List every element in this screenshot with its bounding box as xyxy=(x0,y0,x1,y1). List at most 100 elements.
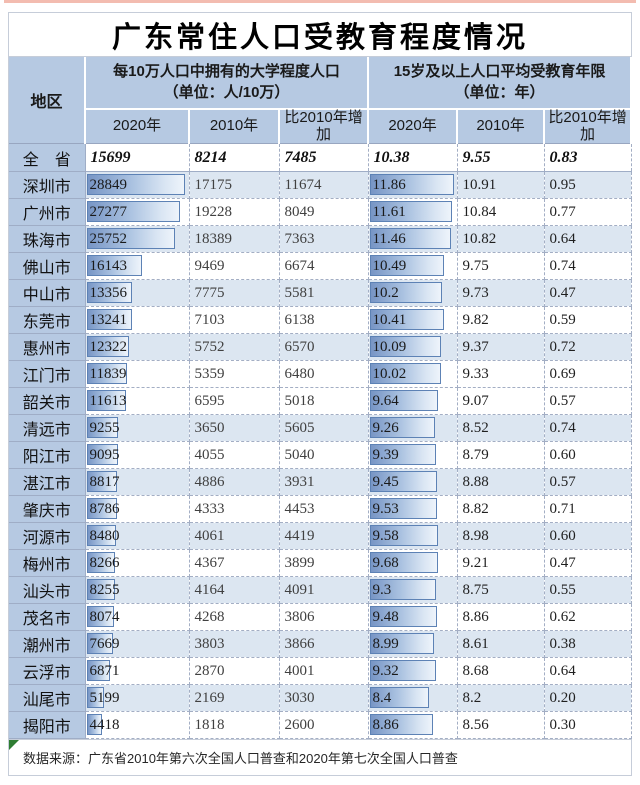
group-header-years-line1: 15岁及以上人口平均受教育年限 xyxy=(393,63,606,81)
years-data-bar xyxy=(369,174,454,195)
college-2020-cell: 27277 xyxy=(85,198,190,226)
group-header-years: 15岁及以上人口平均受教育年限 （单位：年） xyxy=(367,57,633,110)
years-2010-cell: 10.84 xyxy=(457,198,545,226)
college-2010-cell: 4055 xyxy=(189,441,280,469)
years-2020-value: 9.26 xyxy=(372,419,399,436)
college-2020-cell: 16143 xyxy=(85,252,190,280)
years-2020-cell: 9.3 xyxy=(368,576,458,604)
years-increase-cell: 0.57 xyxy=(544,387,632,415)
college-2020-cell: 8255 xyxy=(85,576,190,604)
table-frame: 广东常住人口受教育程度情况 地区 每10万人口中拥有的大学程度人口 （单位：人/… xyxy=(8,12,633,776)
years-2010-cell: 9.73 xyxy=(457,279,545,307)
region-cell: 珠海市 xyxy=(9,225,86,253)
years-increase-cell: 0.74 xyxy=(544,414,632,442)
college-data-bar xyxy=(86,390,127,411)
college-data-bar xyxy=(86,309,132,330)
college-2010-cell: 7103 xyxy=(189,306,280,334)
years-increase-cell: 0.71 xyxy=(544,495,632,523)
college-2010-cell: 6595 xyxy=(189,387,280,415)
college-2020-cell: 8266 xyxy=(85,549,190,577)
years-data-bar xyxy=(369,687,430,708)
years-increase-cell: 0.60 xyxy=(544,522,632,550)
college-2020-cell: 13241 xyxy=(85,306,190,334)
college-increase-cell: 5040 xyxy=(279,441,369,469)
college-increase-cell: 2600 xyxy=(279,711,369,739)
years-2010-cell: 8.52 xyxy=(457,414,545,442)
college-increase-cell: 11674 xyxy=(279,171,369,199)
college-2020-cell: 8480 xyxy=(85,522,190,550)
college-data-bar xyxy=(86,444,118,465)
years-2010-cell: 9.82 xyxy=(457,306,545,334)
years-data-bar xyxy=(369,606,438,627)
total-college-2020-cell: 15699 xyxy=(85,143,190,172)
years-data-bar xyxy=(369,660,436,681)
college-2020-value: 8480 xyxy=(89,527,120,544)
college-2020-cell: 11839 xyxy=(85,360,190,388)
table-row: 韶关市 11613 6595 5018 9.64 9.07 0.57 xyxy=(9,387,632,415)
region-cell: 中山市 xyxy=(9,279,86,307)
college-2010-cell: 4164 xyxy=(189,576,280,604)
years-2010-cell: 8.79 xyxy=(457,441,545,469)
college-2020-value: 13241 xyxy=(89,311,128,328)
years-2010-cell: 9.75 xyxy=(457,252,545,280)
years-2020-cell: 8.4 xyxy=(368,684,458,712)
college-2020-cell: 7669 xyxy=(85,630,190,658)
years-2020-cell: 9.45 xyxy=(368,468,458,496)
table-row: 汕尾市 5199 2169 3030 8.4 8.2 0.20 xyxy=(9,684,632,712)
years-data-bar xyxy=(369,228,452,249)
region-cell: 韶关市 xyxy=(9,387,86,415)
college-2020-value: 25752 xyxy=(89,230,128,247)
college-2020-value: 4418 xyxy=(89,716,120,733)
table-row: 江门市 11839 5359 6480 10.02 9.33 0.69 xyxy=(9,360,632,388)
college-increase-cell: 3931 xyxy=(279,468,369,496)
years-increase-cell: 0.57 xyxy=(544,468,632,496)
region-cell: 河源市 xyxy=(9,522,86,550)
sub-header-years-2010: 2010年 xyxy=(456,108,546,144)
college-2010-cell: 7775 xyxy=(189,279,280,307)
table-row: 深圳市 28849 17175 11674 11.86 10.91 0.95 xyxy=(9,171,632,199)
region-cell: 汕尾市 xyxy=(9,684,86,712)
college-2020-cell: 11613 xyxy=(85,387,190,415)
college-2010-cell: 4333 xyxy=(189,495,280,523)
table-row: 梅州市 8266 4367 3899 9.68 9.21 0.47 xyxy=(9,549,632,577)
region-cell: 江门市 xyxy=(9,360,86,388)
college-2020-value: 8255 xyxy=(89,581,120,598)
corner-flag-icon xyxy=(9,740,19,750)
region-cell: 肇庆市 xyxy=(9,495,86,523)
years-increase-cell: 0.38 xyxy=(544,630,632,658)
years-data-bar xyxy=(369,525,438,546)
years-increase-cell: 0.77 xyxy=(544,198,632,226)
college-increase-cell: 8049 xyxy=(279,198,369,226)
region-cell: 佛山市 xyxy=(9,252,86,280)
college-increase-cell: 7363 xyxy=(279,225,369,253)
college-2010-cell: 4367 xyxy=(189,549,280,577)
years-2020-cell: 10.09 xyxy=(368,333,458,361)
years-2020-cell: 10.2 xyxy=(368,279,458,307)
sub-header-row: 2020年 2010年 比2010年增加 2020年 2010年 比2010年增… xyxy=(9,108,633,144)
college-2010-cell: 4268 xyxy=(189,603,280,631)
years-increase-cell: 0.20 xyxy=(544,684,632,712)
region-cell: 东莞市 xyxy=(9,306,86,334)
years-2020-cell: 9.68 xyxy=(368,549,458,577)
education-table: 地区 每10万人口中拥有的大学程度人口 （单位：人/10万） 15岁及以上人口平… xyxy=(9,57,633,739)
years-2010-cell: 8.88 xyxy=(457,468,545,496)
region-cell: 惠州市 xyxy=(9,333,86,361)
years-2010-cell: 8.86 xyxy=(457,603,545,631)
college-increase-cell: 5581 xyxy=(279,279,369,307)
college-2020-cell: 28849 xyxy=(85,171,190,199)
table-body: 全 省 15699 8214 7485 10.38 9.55 0.83 深圳市 … xyxy=(9,143,632,739)
college-2020-cell: 25752 xyxy=(85,225,190,253)
years-data-bar xyxy=(369,471,437,492)
table-row: 茂名市 8074 4268 3806 9.48 8.86 0.62 xyxy=(9,603,632,631)
college-2020-cell: 12322 xyxy=(85,333,190,361)
years-2020-value: 9.45 xyxy=(372,473,399,490)
years-2010-cell: 8.98 xyxy=(457,522,545,550)
college-data-bar xyxy=(86,552,115,573)
group-header-college: 每10万人口中拥有的大学程度人口 （单位：人/10万） xyxy=(83,57,370,110)
years-2020-cell: 11.46 xyxy=(368,225,458,253)
source-note: 数据来源：广东省2010年第六次全国人口普查和2020年第七次全国人口普查 xyxy=(9,739,631,775)
table-row: 珠海市 25752 18389 7363 11.46 10.82 0.64 xyxy=(9,225,632,253)
college-2020-value: 9095 xyxy=(89,446,120,463)
years-increase-cell: 0.30 xyxy=(544,711,632,739)
region-column-header: 地区 xyxy=(9,57,86,144)
